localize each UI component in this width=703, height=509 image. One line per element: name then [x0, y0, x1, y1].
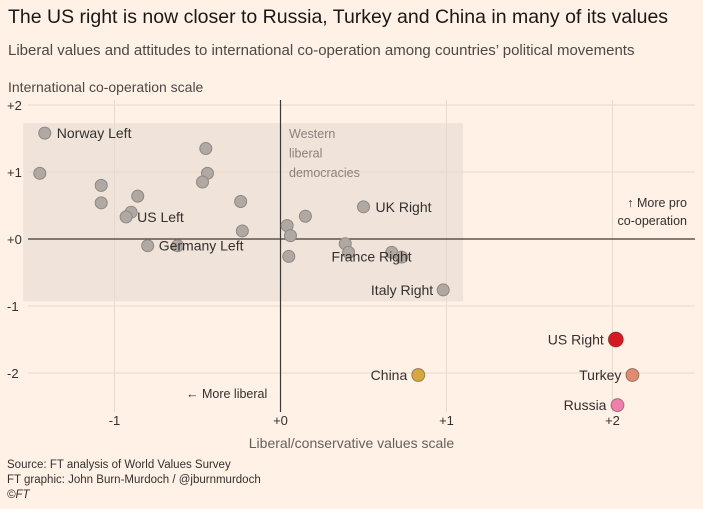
data-point-germany-left: [141, 239, 155, 253]
point-label-uk-right: UK Right: [376, 199, 432, 215]
data-point-norway-left: [38, 126, 52, 140]
data-point-unlabelled: [199, 142, 213, 156]
more-pro-annotation: co-operation: [618, 214, 688, 228]
data-point-unlabelled: [33, 166, 47, 180]
data-point-russia: [610, 398, 625, 413]
data-point-china: [411, 368, 426, 383]
point-label-russia: Russia: [564, 397, 607, 413]
y-tick-label: -2: [7, 366, 19, 381]
data-point-unlabelled: [94, 178, 108, 192]
region-label-line: liberal: [289, 147, 322, 161]
x-axis-label: Liberal/conservative values scale: [248, 435, 455, 451]
y-axis-label: International co-operation scale: [8, 79, 204, 95]
point-label-italy-right: Italy Right: [371, 282, 433, 298]
point-label-us-right: US Right: [548, 332, 604, 348]
y-tick-label: +2: [7, 98, 22, 113]
region-label-line: democracies: [289, 166, 360, 180]
data-point-us-left: [119, 210, 133, 224]
footer: Source: FT analysis of World Values Surv…: [7, 458, 261, 503]
y-tick-label: +0: [7, 232, 22, 247]
y-tick-label: -1: [7, 299, 19, 314]
data-point-unlabelled: [235, 224, 249, 238]
source-note: Source: FT analysis of World Values Surv…: [7, 459, 231, 471]
chart-title: The US right is now closer to Russia, Tu…: [8, 6, 669, 28]
data-point-unlabelled: [283, 229, 297, 243]
data-point-uk-right: [357, 200, 370, 214]
point-label-turkey: Turkey: [579, 367, 621, 383]
point-label-france-right: France Right: [332, 248, 412, 264]
chart-subtitle: Liberal values and attitudes to internat…: [8, 42, 635, 59]
x-tick-label: +0: [273, 413, 288, 428]
copyright: ©FT: [7, 489, 30, 501]
data-point-unlabelled: [94, 196, 108, 210]
more-pro-annotation: ↑ More pro: [627, 196, 687, 210]
point-label-us-left: US Left: [137, 209, 184, 225]
data-point-unlabelled: [171, 239, 185, 253]
data-point-unlabelled: [395, 250, 409, 264]
data-point-unlabelled: [234, 194, 248, 208]
more-liberal-annotation: ← More liberal: [186, 387, 267, 401]
data-point-turkey: [625, 368, 640, 383]
point-label-china: China: [371, 367, 408, 383]
point-label-norway-left: Norway Left: [57, 125, 132, 141]
point-label-germany-left: Germany Left: [159, 238, 244, 254]
data-point-unlabelled: [131, 189, 145, 203]
data-point-us-right: [607, 331, 624, 348]
y-tick-label: +1: [7, 165, 22, 180]
x-tick-label: +1: [439, 413, 454, 428]
data-point-france-right: [342, 245, 356, 259]
graphic-credit: FT graphic: John Burn-Murdoch / @jburnmu…: [7, 474, 261, 486]
x-tick-label: -1: [109, 413, 121, 428]
region-label-line: Western: [289, 127, 335, 141]
data-point-unlabelled: [282, 249, 296, 263]
western-liberal-region: [23, 123, 464, 302]
data-point-unlabelled: [195, 175, 209, 189]
x-tick-label: +2: [605, 413, 620, 428]
data-point-italy-right: [436, 283, 450, 297]
data-point-unlabelled: [298, 209, 312, 223]
